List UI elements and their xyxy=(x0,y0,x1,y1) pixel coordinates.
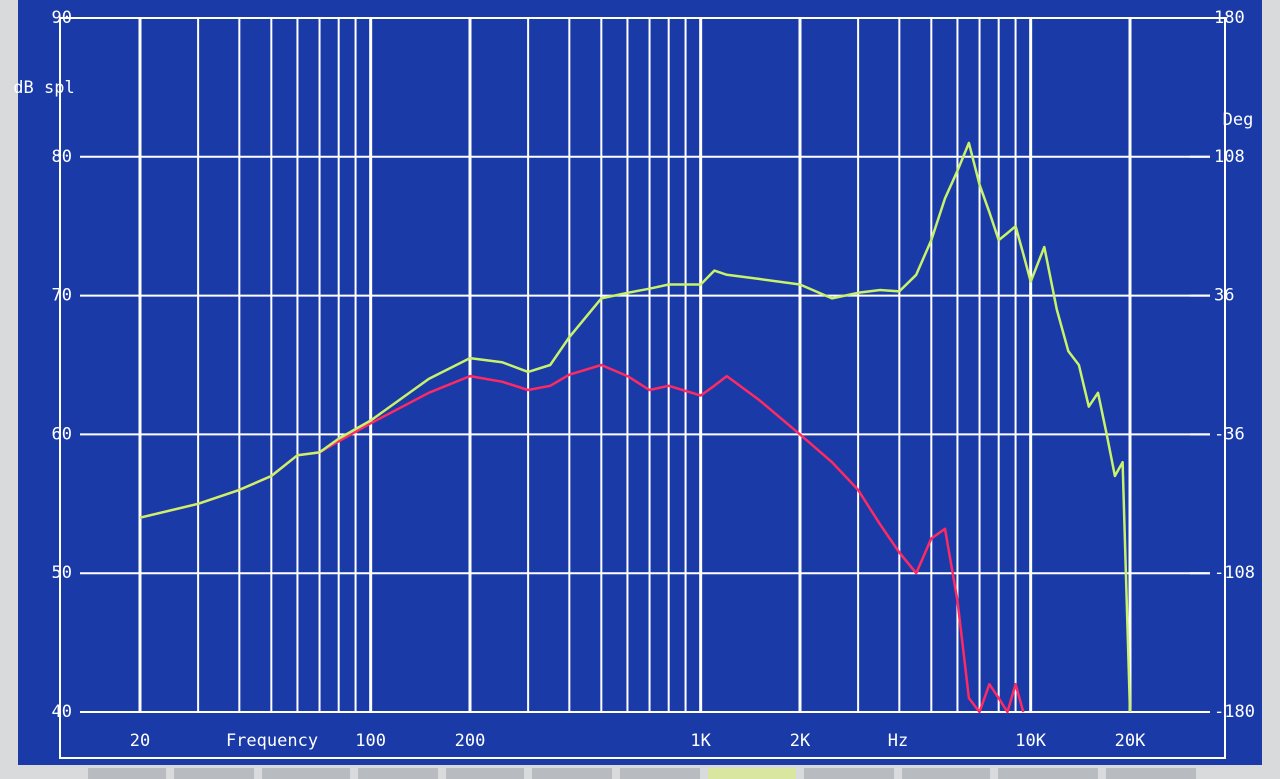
y2-tick-label: -36 xyxy=(1214,424,1245,444)
y-tick-label: 90 xyxy=(52,8,72,28)
button[interactable] xyxy=(708,768,796,779)
y-axis-label: dB spl xyxy=(13,78,74,98)
x-tick-label: 10K xyxy=(1015,731,1046,751)
y-tick-label: 70 xyxy=(52,286,72,306)
y2-tick-label: 180 xyxy=(1214,8,1245,28)
y2-tick-label: 108 xyxy=(1214,147,1245,167)
y2-axis-label: Deg xyxy=(1223,110,1254,130)
y-tick-label: 60 xyxy=(52,424,72,444)
y2-tick-label: -108 xyxy=(1214,563,1255,583)
y2-tick-label: -180 xyxy=(1214,702,1255,722)
button[interactable] xyxy=(358,768,438,779)
button[interactable] xyxy=(446,768,524,779)
button[interactable] xyxy=(1106,768,1196,779)
button[interactable] xyxy=(532,768,612,779)
y-tick-label: 40 xyxy=(52,702,72,722)
button[interactable] xyxy=(998,768,1098,779)
button[interactable] xyxy=(620,768,700,779)
series-line xyxy=(139,363,1025,714)
series-line xyxy=(139,141,1132,713)
y-tick-label: 80 xyxy=(52,147,72,167)
button[interactable] xyxy=(804,768,894,779)
button[interactable] xyxy=(88,768,166,779)
x-tick-label: 20K xyxy=(1115,731,1146,751)
x-tick-label: 2K xyxy=(790,731,811,751)
x-tick-label: 100 xyxy=(355,731,386,751)
y-tick-label: 50 xyxy=(52,563,72,583)
plot: 40 50 60 70 80 90 -180 -108 -36 36 108 180 20 100 200 1… xyxy=(52,8,1255,751)
x-axis-label: Frequency xyxy=(226,731,318,751)
button-row xyxy=(88,768,1196,779)
button[interactable] xyxy=(174,768,254,779)
button[interactable] xyxy=(902,768,990,779)
x-tick-label: 1K xyxy=(690,731,711,751)
x-unit-label: Hz xyxy=(888,731,908,751)
x-tick-label: 200 xyxy=(455,731,486,751)
y2-tick-label: 36 xyxy=(1214,286,1234,306)
screen xyxy=(18,0,1262,765)
button[interactable] xyxy=(262,768,350,779)
x-tick-label: 20 xyxy=(130,731,150,751)
